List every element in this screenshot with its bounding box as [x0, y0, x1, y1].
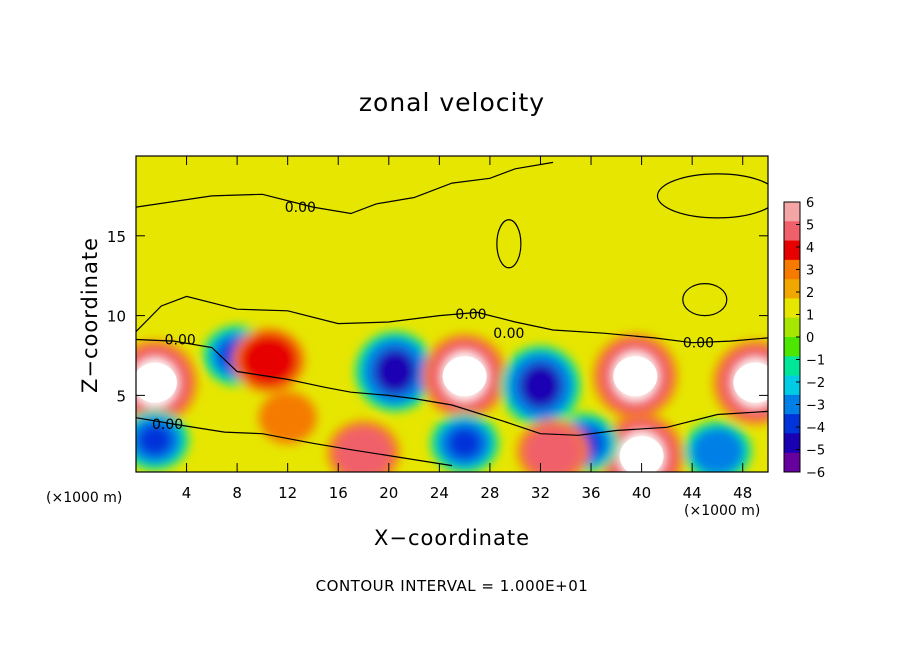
colorbar-swatch: [784, 356, 800, 377]
x-axis-label: X−coordinate: [374, 526, 530, 550]
x-tick-label: 40: [632, 484, 651, 502]
x-tick-label: 12: [278, 484, 297, 502]
x-tick-label: 16: [329, 484, 348, 502]
colorbar-swatch: [784, 414, 800, 434]
colorbar-tick-label: −2: [806, 376, 825, 391]
colorbar-tick-label: 6: [806, 196, 814, 211]
closed-contour: [656, 173, 768, 219]
colorbar-swatch: [784, 279, 800, 299]
x-axis-ticks: 4 8 12 16 20 24 28 32 36 40 44 48: [182, 156, 752, 502]
x-tick-label: 48: [733, 484, 752, 502]
plot-frame: [135, 155, 769, 473]
x-tick-label: 28: [480, 484, 499, 502]
colorbar-swatch: [784, 259, 800, 280]
zero-contour: [136, 295, 768, 344]
contour-label: 0.00: [152, 417, 183, 433]
field-core: [138, 424, 172, 456]
x-tick-label: 4: [182, 484, 192, 502]
colorbar-tick-label: −4: [806, 421, 825, 436]
field-core: [345, 436, 382, 470]
colorbar: 6 5 4 3 2 1 0 −1 −2 −3 −4 −5 −6: [783, 196, 825, 481]
x-tick-label: 8: [232, 484, 242, 502]
field-core: [374, 349, 417, 394]
zero-contour: [136, 161, 554, 215]
contour-label: 0.00: [285, 200, 316, 216]
colorbar-swatch: [784, 433, 800, 454]
chart-title: zonal velocity: [358, 88, 546, 117]
colorbar-swatch: [784, 452, 800, 473]
colorbar-tick-label: −1: [806, 354, 825, 369]
closed-contour: [496, 219, 522, 269]
colorbar-tick-label: −3: [806, 399, 825, 414]
closed-contour: [682, 283, 728, 317]
contour-label: 0.00: [455, 307, 486, 323]
colorbar-swatch: [784, 337, 800, 357]
colorbar-swatch: [784, 221, 800, 242]
contour-label: 0.00: [683, 336, 714, 352]
field-core: [447, 427, 482, 459]
saturated-core: [136, 362, 177, 403]
x-tick-label: 32: [531, 484, 550, 502]
colorbar-swatch: [784, 240, 800, 261]
colorbar-swatch: [784, 202, 800, 222]
field-core: [250, 343, 287, 377]
contour-lines: 0.00 0.00 0.00 0.00 0.00 0.00: [136, 161, 768, 467]
y-tick-label: 5: [116, 387, 126, 405]
colorbar-swatch: [784, 394, 800, 415]
field-core: [535, 434, 572, 468]
x-tick-label: 36: [581, 484, 600, 502]
y-tick-label: 10: [107, 308, 126, 326]
x-tick-label: 44: [683, 484, 702, 502]
y-axis-unit: (×1000 m): [46, 490, 123, 506]
saturated-core: [442, 356, 487, 397]
colorbar-tick-label: −6: [806, 466, 825, 481]
x-tick-label: 20: [379, 484, 398, 502]
colorbar-tick-label: 5: [806, 219, 814, 234]
zero-contour: [136, 417, 453, 467]
y-axis-ticks: 5 10 15: [107, 228, 768, 405]
velocity-field: [136, 156, 768, 472]
colorbar-tick-label: 2: [806, 286, 814, 301]
x-axis-unit: (×1000 m): [684, 503, 761, 519]
colorbar-swatch: [784, 375, 800, 396]
colorbar-tick-label: 3: [806, 264, 814, 279]
colorbar-tick-label: 0: [806, 331, 814, 346]
contour-interval-note: CONTOUR INTERVAL = 1.000E+01: [315, 577, 589, 595]
field-core: [700, 435, 735, 467]
zero-contour: [136, 338, 768, 436]
contour-label: 0.00: [493, 326, 524, 342]
field-core: [519, 363, 562, 409]
colorbar-tick-label: 4: [806, 241, 814, 256]
colorbar-swatch: [784, 317, 800, 338]
field-core: [484, 283, 521, 317]
saturated-core: [733, 362, 768, 403]
saturated-core: [619, 436, 664, 472]
field-core: [288, 243, 325, 277]
colorbar-tick-label: −5: [806, 444, 825, 459]
y-tick-label: 15: [107, 228, 126, 246]
saturated-core: [613, 356, 658, 397]
colorbar-tick-label: 1: [806, 309, 814, 324]
colorbar-swatch: [784, 298, 800, 319]
contour-label: 0.00: [165, 333, 196, 349]
x-tick-label: 24: [430, 484, 449, 502]
field-core: [269, 401, 306, 435]
